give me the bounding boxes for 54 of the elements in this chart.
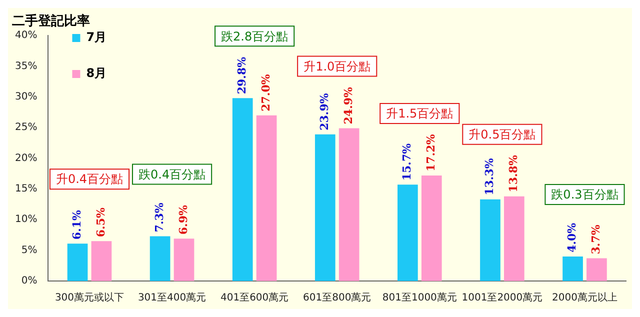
data-label: 13.3% xyxy=(483,158,496,196)
y-tick-label: 10% xyxy=(14,214,38,226)
bar xyxy=(421,175,442,281)
bar xyxy=(232,98,253,281)
bar xyxy=(150,236,170,281)
data-label: 27.0% xyxy=(259,74,272,112)
data-label: 29.8% xyxy=(235,56,248,94)
y-tick-label: 5% xyxy=(21,244,38,256)
x-tick-label: 801至1000萬元 xyxy=(382,292,457,304)
x-tick-label: 2000萬元以上 xyxy=(552,292,618,304)
legend-label: 7月 xyxy=(86,30,107,44)
x-tick-label: 601至800萬元 xyxy=(303,292,372,304)
data-label: 17.2% xyxy=(424,134,438,172)
y-tick-label: 35% xyxy=(14,60,38,72)
annotation: 跌2.8百分點 xyxy=(221,29,288,44)
bar xyxy=(338,128,360,281)
data-label: 15.7% xyxy=(400,142,414,181)
x-tick-label: 1001至2000萬元 xyxy=(462,292,543,304)
legend-label: 8月 xyxy=(86,66,107,80)
data-label: 4.0% xyxy=(566,222,579,252)
y-tick-label: 30% xyxy=(14,92,38,103)
data-label: 23.9% xyxy=(318,92,332,130)
x-tick-label: 301至400萬元 xyxy=(138,292,206,304)
data-label: 7.3% xyxy=(152,202,166,232)
x-tick-label: 300萬元或以下 xyxy=(54,292,124,304)
annotation: 跌0.3百分點 xyxy=(551,188,618,202)
bar xyxy=(67,244,88,281)
data-label: 24.9% xyxy=(342,86,355,124)
data-label: 3.7% xyxy=(590,224,603,254)
x-tick-label: 401至600萬元 xyxy=(220,292,289,304)
annotation: 跌0.4百分點 xyxy=(138,167,206,182)
bar xyxy=(562,256,583,281)
bar xyxy=(91,241,112,281)
y-tick-label: 20% xyxy=(14,152,38,164)
annotation: 升0.4百分點 xyxy=(56,172,124,186)
bar xyxy=(480,199,500,281)
bar xyxy=(314,134,336,281)
bar xyxy=(256,115,277,281)
bar xyxy=(504,196,524,281)
data-label: 6.5% xyxy=(94,206,108,238)
annotation: 升0.5百分點 xyxy=(468,127,536,142)
bar xyxy=(174,238,194,281)
bar xyxy=(398,184,418,281)
data-label: 6.9% xyxy=(176,204,190,235)
y-tick-label: 0% xyxy=(21,276,38,287)
y-tick-label: 25% xyxy=(14,122,38,134)
data-label: 6.1% xyxy=(70,209,84,240)
data-label: 13.8% xyxy=(507,154,520,192)
bar xyxy=(586,258,607,281)
y-tick-label: 40% xyxy=(14,30,38,42)
y-tick-label: 15% xyxy=(14,184,38,195)
annotation: 升1.0百分點 xyxy=(304,59,371,74)
chart-title: 二手登記比率 xyxy=(12,13,90,30)
annotation: 升1.5百分點 xyxy=(386,106,454,121)
